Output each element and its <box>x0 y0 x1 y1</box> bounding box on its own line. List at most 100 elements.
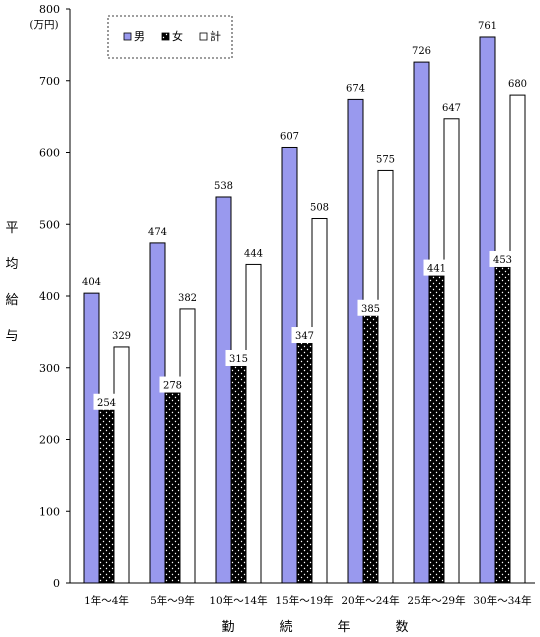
bar-女-2 <box>164 383 181 584</box>
y-tick-label: 300 <box>39 362 60 375</box>
bars <box>83 36 526 584</box>
bar-女-5 <box>362 306 379 584</box>
value-label-bg <box>78 273 105 290</box>
bar-女-7 <box>494 257 511 584</box>
value-label-女-5: 385 <box>361 304 380 315</box>
bar-女-3 <box>230 356 247 584</box>
bar-計-3 <box>245 263 262 584</box>
value-label-bg <box>474 16 501 33</box>
y-tick-label: 800 <box>39 3 60 16</box>
x-tick-label: 20年～24年 <box>341 594 399 607</box>
value-label-bg <box>306 198 333 215</box>
x-tick-label: 1年～4年 <box>84 594 129 607</box>
value-label-bg <box>372 150 399 167</box>
value-label-男-5: 674 <box>346 83 365 94</box>
value-label-計-4: 508 <box>310 203 329 214</box>
value-label-bg <box>159 376 186 393</box>
value-label-女-2: 278 <box>163 381 182 392</box>
value-label-計-5: 575 <box>376 154 395 165</box>
value-label-計-1: 329 <box>112 331 131 342</box>
y-axis-title-char: 与 <box>5 329 18 344</box>
legend-swatch-男 <box>123 32 132 41</box>
bar-女-1 <box>98 400 115 584</box>
bar-計-2 <box>179 308 196 584</box>
bar-計-1 <box>113 346 130 584</box>
bar-計-7 <box>509 94 526 584</box>
x-axis-title: 勤続年数 <box>221 620 408 635</box>
y-tick-label: 400 <box>39 290 60 303</box>
y-tick-label: 600 <box>39 147 60 160</box>
value-label-bg <box>276 127 303 144</box>
y-tick-label: 100 <box>39 505 60 518</box>
value-label-女-7: 453 <box>493 255 512 266</box>
y-tick-label: 200 <box>39 434 60 447</box>
x-axis-title-char: 勤 <box>221 620 234 635</box>
x-axis-title-char: 数 <box>395 620 408 635</box>
bar-男-3 <box>215 196 232 584</box>
legend-label-計: 計 <box>210 29 221 43</box>
x-tick-label: 15年～19年 <box>275 594 333 607</box>
x-tick-label: 5年～9年 <box>150 594 195 607</box>
x-axis-title-char: 続 <box>279 620 292 635</box>
y-unit-label: (万円) <box>29 19 58 31</box>
value-label-bg <box>93 393 120 410</box>
bar-男-6 <box>413 61 430 584</box>
legend-swatch-女 <box>161 32 170 41</box>
value-label-bg <box>342 79 369 96</box>
value-label-bg <box>225 349 252 366</box>
legend-label-男: 男 <box>134 30 145 43</box>
value-label-計-7: 680 <box>508 79 527 90</box>
bar-男-2 <box>149 242 166 584</box>
y-tick-label: 0 <box>53 577 60 590</box>
value-label-bg <box>144 222 171 239</box>
bar-男-1 <box>83 292 100 584</box>
bar-女-4 <box>296 333 313 584</box>
value-label-bg <box>423 259 450 276</box>
value-label-bg <box>291 327 318 344</box>
value-label-女-3: 315 <box>229 354 248 365</box>
value-label-男-3: 538 <box>214 181 233 192</box>
value-label-女-1: 254 <box>97 398 116 409</box>
bar-男-5 <box>347 98 364 584</box>
bar-計-4 <box>311 218 328 584</box>
bar-女-6 <box>428 266 445 584</box>
value-label-bg <box>240 244 267 261</box>
value-label-bg <box>489 250 516 267</box>
value-label-計-3: 444 <box>244 248 263 259</box>
value-label-女-6: 441 <box>427 264 446 275</box>
y-axis-title-char: 均 <box>5 257 18 272</box>
value-label-男-2: 474 <box>148 227 167 238</box>
value-label-男-4: 607 <box>280 131 299 142</box>
value-label-男-7: 761 <box>478 21 497 32</box>
value-label-男-6: 726 <box>412 46 431 57</box>
value-labels: 404 254 329 474 278 382 538 315 444 607 347 508 674 3… <box>78 16 531 410</box>
x-axis-title-char: 年 <box>337 620 350 635</box>
legend-swatch-計 <box>199 32 208 41</box>
value-label-bg <box>108 326 135 343</box>
value-label-bg <box>357 299 384 316</box>
y-tick-label: 700 <box>39 75 60 88</box>
value-label-女-4: 347 <box>295 331 314 342</box>
x-tick-label: 10年～14年 <box>209 594 267 607</box>
x-tick-labels: 1年～4年 5年～9年 10年～14年 15年～19年 20年～24年 25年～29年 30… <box>84 594 532 607</box>
legend: 男女計 <box>107 15 233 59</box>
bar-男-7 <box>479 36 496 584</box>
value-label-計-2: 382 <box>178 293 197 304</box>
y-axis-title-char: 給 <box>5 293 18 308</box>
value-label-bg <box>504 75 531 92</box>
value-label-男-1: 404 <box>82 277 101 288</box>
bar-男-4 <box>281 146 298 584</box>
y-ticks: 0 100 200 300 400 500 600 700 800 <box>39 3 70 590</box>
bar-計-6 <box>443 118 460 584</box>
bar-計-5 <box>377 169 394 584</box>
y-tick-label: 500 <box>39 218 60 231</box>
y-axis-title-char: 平 <box>5 221 18 236</box>
value-label-bg <box>438 98 465 115</box>
value-label-計-6: 647 <box>442 103 461 114</box>
legend-label-女: 女 <box>172 29 183 43</box>
x-tick-label: 30年～34年 <box>473 594 531 607</box>
value-label-bg <box>408 42 435 59</box>
value-label-bg <box>210 176 237 193</box>
